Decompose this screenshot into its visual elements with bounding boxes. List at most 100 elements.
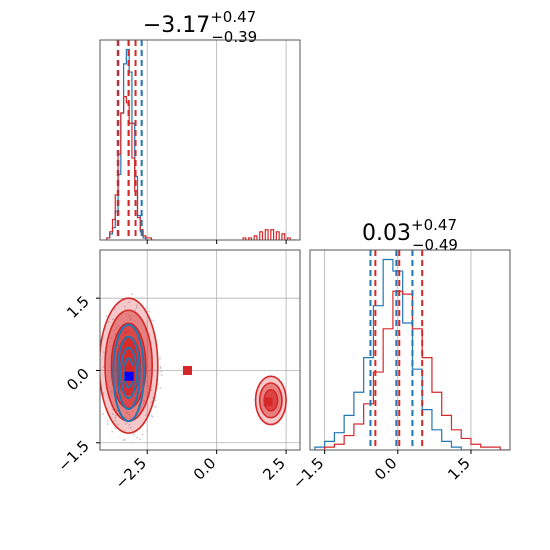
sample-point xyxy=(114,427,116,430)
sample-point xyxy=(110,337,113,339)
sample-point xyxy=(107,321,110,323)
marginal-histogram-param-1 xyxy=(99,39,301,244)
sample-point xyxy=(128,413,131,416)
joint-plot-area xyxy=(100,250,300,450)
marginal-2-title: 0.03+0.47 −0.49 xyxy=(362,216,458,254)
sample-point xyxy=(149,369,152,371)
histogram-frame xyxy=(99,39,301,241)
sample-point xyxy=(125,411,128,414)
sample-point xyxy=(134,309,136,311)
marginal-1-title-value: −3.17 xyxy=(143,13,210,38)
sample-point xyxy=(132,433,135,436)
sample-point xyxy=(152,319,155,322)
sample-point xyxy=(130,293,133,296)
sample-point xyxy=(140,296,142,299)
sample-point xyxy=(160,370,163,373)
sample-point xyxy=(129,426,132,429)
histogram-plot-area xyxy=(106,40,296,240)
y-tick-label: 0.0 xyxy=(63,365,93,395)
sample-point xyxy=(146,320,149,323)
sample-point xyxy=(146,430,149,433)
x-tick-label: 0.0 xyxy=(190,454,220,484)
sample-point xyxy=(117,423,119,426)
x-tick-label: −1.5 xyxy=(289,454,327,492)
sample-point xyxy=(128,315,131,317)
sample-point xyxy=(102,366,105,369)
contour-level xyxy=(116,335,141,411)
sample-point xyxy=(159,367,162,369)
sample-point xyxy=(100,369,102,371)
sample-point xyxy=(106,420,109,423)
sample-point xyxy=(154,399,156,402)
joint-contour-panel: −2.5 0.0 2.5 −1.5 0.0 1.5 xyxy=(54,249,301,493)
marginal-2-title-value: 0.03 xyxy=(362,221,411,246)
sample-point xyxy=(115,409,118,412)
sample-point xyxy=(124,422,127,425)
histogram-frame xyxy=(309,249,511,451)
sample-point xyxy=(123,305,126,308)
sample-point xyxy=(141,433,144,436)
sample-point xyxy=(115,327,118,329)
joint-frame xyxy=(99,249,301,451)
x-tick-label: 2.5 xyxy=(259,454,289,484)
red-square-marker xyxy=(183,365,192,375)
x-tick-label: −2.5 xyxy=(112,454,150,492)
sample-point xyxy=(128,423,131,426)
sample-point xyxy=(102,413,104,415)
histogram-series-1 xyxy=(314,258,481,450)
sample-point xyxy=(147,385,150,387)
sample-point xyxy=(150,415,153,417)
sample-point xyxy=(159,357,161,360)
sample-point xyxy=(112,413,114,415)
x-tick-label: 1.5 xyxy=(444,454,474,484)
y-tick-label: −1.5 xyxy=(54,437,92,475)
sample-point xyxy=(124,416,127,419)
sample-point xyxy=(136,304,138,307)
sample-point xyxy=(146,306,148,309)
x-tick-label: 0.0 xyxy=(371,454,401,484)
red-square-marker xyxy=(124,365,134,375)
sample-point xyxy=(110,390,113,393)
sample-point xyxy=(112,318,114,321)
sample-point xyxy=(102,392,105,395)
marginal-1-title-minus: −0.39 xyxy=(211,28,257,46)
marginal-2-title-plus: +0.47 xyxy=(411,216,457,234)
sample-point xyxy=(146,344,149,346)
sample-point xyxy=(148,310,151,313)
contour-level xyxy=(119,346,138,399)
marginal-1-title: −3.17+0.47 −0.39 xyxy=(143,8,257,46)
sample-point xyxy=(106,423,109,426)
sample-point xyxy=(143,399,146,402)
sample-point xyxy=(129,416,132,419)
sample-point xyxy=(113,308,116,311)
histogram-series-2 xyxy=(106,96,296,240)
sample-point xyxy=(129,318,132,321)
sample-point xyxy=(123,439,126,441)
sample-point xyxy=(114,419,117,422)
contour-level xyxy=(112,323,145,423)
sample-point xyxy=(111,430,114,433)
sample-point xyxy=(102,351,105,354)
sample-point xyxy=(135,306,138,309)
sample-point xyxy=(139,438,142,441)
marginal-histogram-param-2: −1.5 0.0 1.5 xyxy=(289,249,511,493)
sample-point xyxy=(132,441,134,444)
sample-point xyxy=(159,365,162,368)
sample-point xyxy=(150,389,153,392)
histogram-plot-area xyxy=(314,250,510,450)
sample-point xyxy=(159,387,162,390)
sample-point xyxy=(144,330,147,333)
blue-square-marker xyxy=(124,371,134,381)
marginal-2-title-minus: −0.49 xyxy=(412,236,458,254)
red-square-marker xyxy=(263,397,273,407)
sample-point xyxy=(117,324,120,327)
sample-point xyxy=(115,414,117,417)
sample-point xyxy=(136,436,139,439)
sample-point xyxy=(105,315,108,318)
sample-point xyxy=(128,301,130,304)
sample-point xyxy=(113,329,116,332)
sample-point xyxy=(146,404,149,407)
sample-point xyxy=(145,413,147,416)
sample-point xyxy=(160,374,163,376)
